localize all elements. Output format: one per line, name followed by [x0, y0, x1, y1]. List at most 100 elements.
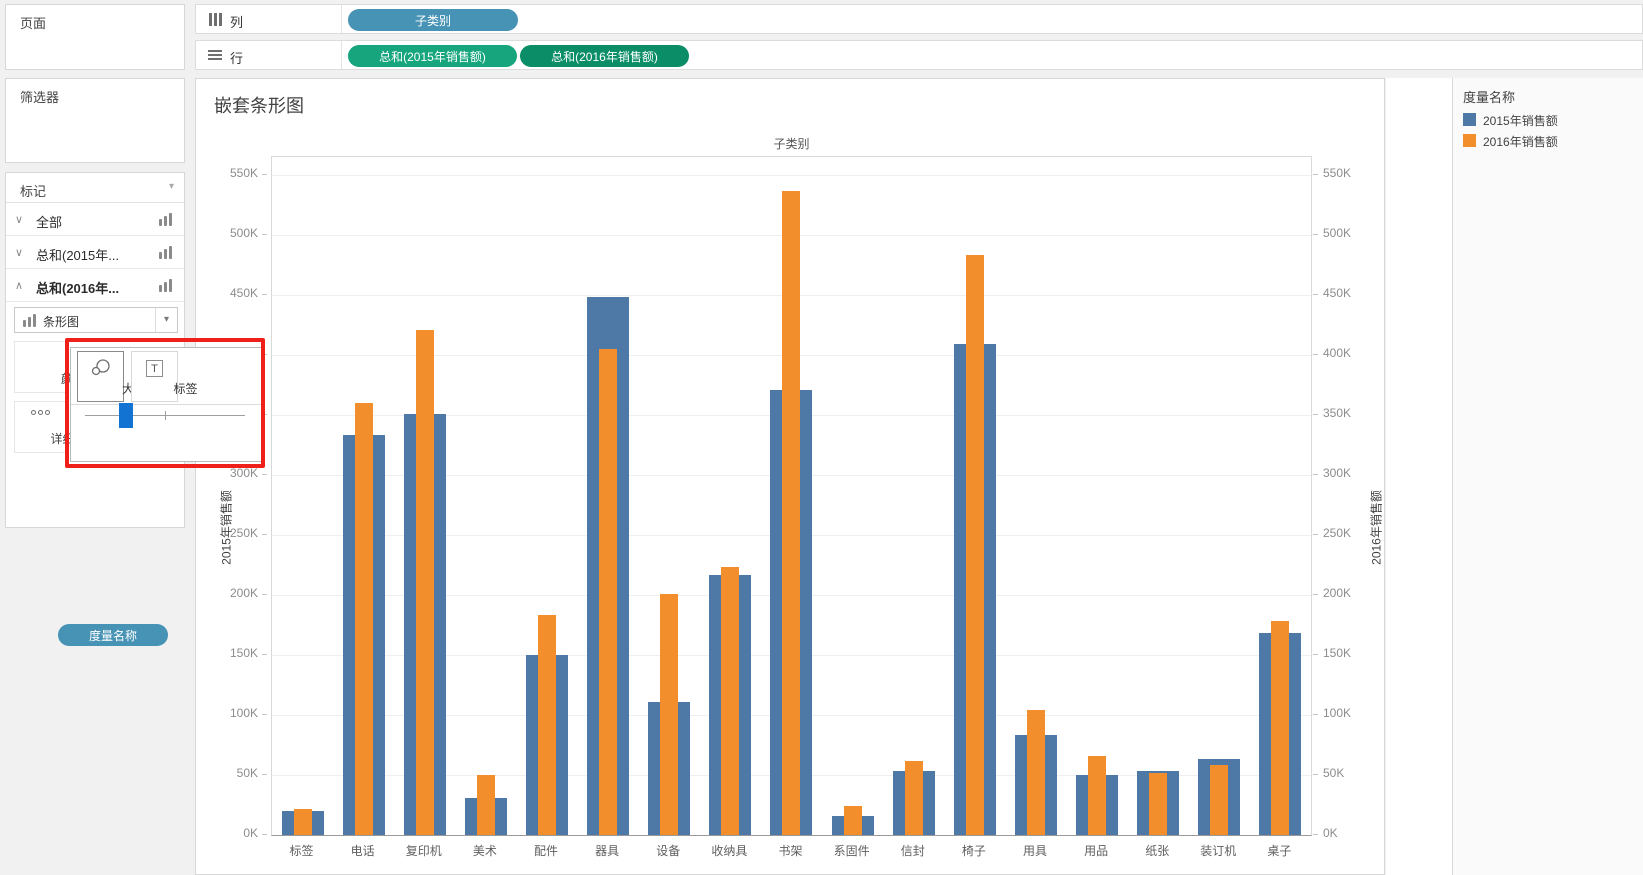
label-button[interactable]: T 标签	[131, 351, 198, 402]
y-tick-label-right: 100K	[1323, 706, 1352, 720]
color-dots-icon	[26, 627, 42, 641]
bar-2016年销售额-设备[interactable]	[660, 594, 679, 835]
size-slider-handle[interactable]	[119, 403, 133, 428]
y-tick-mark	[262, 354, 267, 355]
color-dots-icon	[32, 351, 48, 365]
columns-shelf-header: 列	[196, 5, 342, 33]
x-tick-label-信封[interactable]: 信封	[900, 844, 925, 858]
chevron-icon[interactable]: ∧	[15, 280, 24, 292]
y-tick-mark	[1313, 354, 1318, 355]
x-tick-label-椅子[interactable]: 椅子	[961, 844, 986, 858]
bar-2016年销售额-纸张[interactable]	[1149, 773, 1168, 835]
x-tick-label-装订机[interactable]: 装订机	[1200, 844, 1237, 858]
y-tick-label-right: 400K	[1323, 346, 1352, 360]
x-tick-label-电话[interactable]: 电话	[350, 844, 375, 858]
bar-2016年销售额-电话[interactable]	[354, 403, 373, 835]
bar-2016年销售额-器具[interactable]	[599, 349, 618, 835]
y-tick-label-right: 500K	[1323, 226, 1352, 240]
pages-shelf-label: 页面	[20, 16, 47, 31]
bar-2016年销售额-椅子[interactable]	[965, 255, 984, 835]
bar-2016年销售额-装订机[interactable]	[1210, 765, 1229, 835]
x-tick-label-用具[interactable]: 用具	[1022, 844, 1047, 858]
chevron-down-icon[interactable]: ▾	[168, 181, 174, 192]
bar-2016年销售额-收纳具[interactable]	[721, 567, 740, 835]
category-group-14	[1067, 157, 1128, 835]
bar-chart-icon	[159, 246, 172, 259]
size-button[interactable]: 大小	[77, 351, 146, 402]
y-tick-mark	[262, 294, 267, 295]
columns-icon	[209, 13, 223, 26]
x-tick-label-纸张[interactable]: 纸张	[1145, 844, 1170, 858]
category-group-4	[455, 157, 516, 835]
category-group-11	[883, 157, 944, 835]
x-tick-label-器具[interactable]: 器具	[595, 844, 620, 858]
bar-2016年销售额-桌子[interactable]	[1271, 621, 1290, 835]
x-tick-label-复印机[interactable]: 复印机	[405, 844, 442, 858]
columns-shelf-label: 列	[230, 15, 244, 30]
marks-item-sum-2016[interactable]: ∧ 总和(2016年...	[6, 270, 184, 302]
y-tick-label-right: 50K	[1323, 766, 1345, 780]
y-tick-label-left: 550K	[229, 166, 258, 180]
bar-2016年销售额-配件[interactable]	[538, 615, 557, 835]
pill-measure-names[interactable]: 度量名称	[58, 624, 168, 646]
x-tick-label-设备[interactable]: 设备	[656, 844, 681, 858]
legend-card: 度量名称 2015年销售额 2016年销售额	[1452, 78, 1643, 875]
category-group-16	[1189, 157, 1250, 835]
x-tick-label-桌子[interactable]: 桌子	[1267, 844, 1292, 858]
bar-2016年销售额-系固件[interactable]	[843, 806, 862, 835]
y-tick-label-right: 200K	[1323, 586, 1352, 600]
bar-2016年销售额-书架[interactable]	[782, 191, 801, 835]
chevron-icon[interactable]: ∨	[15, 214, 24, 226]
category-group-10	[822, 157, 883, 835]
bar-2016年销售额-美术[interactable]	[476, 775, 495, 835]
bar-2016年销售额-用具[interactable]	[1026, 710, 1045, 835]
category-group-3	[394, 157, 455, 835]
pill-sum-2015-sales[interactable]: 总和(2015年销售额)	[348, 45, 517, 67]
rows-shelf[interactable]: 行 总和(2015年销售额) 总和(2016年销售额)	[195, 40, 1643, 70]
divider	[71, 404, 261, 405]
category-group-1	[272, 157, 333, 835]
columns-shelf[interactable]: 列 子类别	[195, 4, 1643, 34]
marks-card-header[interactable]: 标记 ▾	[6, 173, 184, 203]
marks-item-all[interactable]: ∨ 全部	[6, 204, 184, 236]
y-tick-mark	[262, 714, 267, 715]
pages-shelf[interactable]: 页面	[5, 4, 185, 70]
y-tick-mark	[1313, 174, 1318, 175]
x-tick-label-标签[interactable]: 标签	[289, 844, 314, 858]
y-tick-mark	[1313, 774, 1318, 775]
chevron-down-icon[interactable]: ▾	[155, 308, 177, 332]
y-tick-mark	[262, 234, 267, 235]
x-tick-label-收纳具[interactable]: 收纳具	[711, 844, 748, 858]
y-tick-label-left: 150K	[229, 646, 258, 660]
y-tick-label-left: 0K	[243, 826, 258, 840]
chevron-icon[interactable]: ∨	[15, 247, 24, 259]
legend-title: 度量名称	[1463, 90, 1516, 105]
y-tick-mark	[262, 834, 267, 835]
x-tick-label-美术[interactable]: 美术	[472, 844, 497, 858]
mark-type-dropdown[interactable]: 条形图 ▾	[14, 307, 178, 333]
color-button[interactable]: 颜色	[14, 341, 85, 393]
bar-2016年销售额-信封[interactable]	[904, 761, 923, 835]
marks-card-title: 标记	[20, 184, 47, 199]
y-tick-mark	[1313, 414, 1318, 415]
y-tick-mark	[262, 174, 267, 175]
x-tick-label-书架[interactable]: 书架	[778, 844, 803, 858]
bar-2016年销售额-标签[interactable]	[293, 809, 312, 835]
y-tick-label-right: 0K	[1323, 826, 1338, 840]
marks-item-sum-2015[interactable]: ∨ 总和(2015年...	[6, 237, 184, 269]
detail-button[interactable]: 详细信息	[14, 401, 99, 453]
pill-sum-2016-sales[interactable]: 总和(2016年销售额)	[520, 45, 689, 67]
y-tick-label-right: 350K	[1323, 406, 1352, 420]
bar-2016年销售额-用品[interactable]	[1088, 756, 1107, 835]
bar-2016年销售额-复印机[interactable]	[415, 330, 434, 835]
plot-area[interactable]	[271, 156, 1312, 836]
x-tick-label-配件[interactable]: 配件	[534, 844, 559, 858]
legend-label: 2015年销售额	[1483, 114, 1558, 128]
detail-dots-icon	[30, 410, 50, 415]
column-field-label: 子类别	[773, 137, 810, 151]
y-tick-label-right: 300K	[1323, 466, 1352, 480]
filters-shelf[interactable]: 筛选器	[5, 78, 185, 163]
x-tick-label-系固件[interactable]: 系固件	[833, 844, 870, 858]
pill-subcategory[interactable]: 子类别	[348, 9, 518, 31]
x-tick-label-用品[interactable]: 用品	[1084, 844, 1109, 858]
